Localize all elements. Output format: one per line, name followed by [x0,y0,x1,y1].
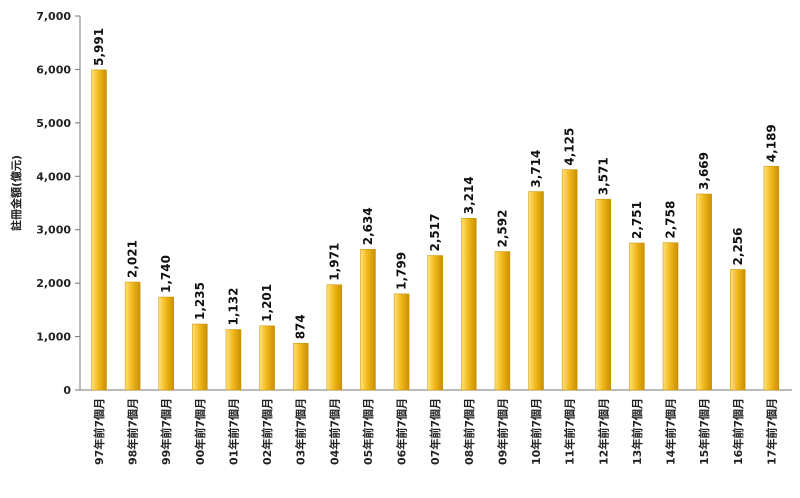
bar [763,165,780,391]
bar [561,169,578,391]
bar-value-label: 1,971 [327,243,341,281]
y-tick-label: 2,000 [36,277,71,290]
y-tick-label: 3,000 [36,224,71,237]
bar-value-label: 2,751 [630,201,644,239]
bar [326,284,343,391]
x-category-label: 08年前7個月 [462,398,476,465]
x-category-label: 06年前7個月 [395,398,409,465]
x-category-label: 02年前7個月 [260,398,274,465]
bar [158,296,174,391]
x-category-label: 07年前7個月 [428,398,442,465]
bar-value-label: 2,517 [428,214,442,252]
y-tick-label: 4,000 [36,170,71,183]
y-axis-title: 註冊金額(億元) [9,155,23,231]
bar [427,255,443,391]
category-labels: 97年前7個月 98年前7個月 99年前7個月 00年前7個月 01年前7個月 02年前7… [92,398,778,465]
x-category-label: 99年前7個月 [159,398,173,465]
bar [629,242,645,391]
bar [696,193,712,391]
bar-value-label: 2,021 [126,240,140,278]
y-tick-label: 0 [63,384,71,397]
x-category-label: 01年前7個月 [226,398,240,465]
bar-value-label: 4,125 [563,128,577,166]
bar [662,242,679,391]
bar [393,293,410,391]
bar [494,251,511,391]
bar-value-label: 2,592 [495,210,509,248]
x-category-label: 03年前7個月 [294,398,308,465]
bar [528,191,544,391]
bar [730,269,746,391]
bar [192,323,208,391]
bar [595,198,612,391]
x-category-label: 98年前7個月 [126,398,140,465]
bar-value-label: 3,571 [596,157,610,195]
y-axis: 0 1,000 2,000 3,000 4,000 5,000 6,000 7,000 [36,10,81,397]
bars [91,69,780,391]
x-category-label: 13年前7個月 [630,398,644,465]
bar-value-label: 2,758 [664,201,678,239]
bar [91,69,107,391]
x-category-label: 15年前7個月 [697,398,711,465]
bar [225,329,242,391]
x-category-label: 00年前7個月 [193,398,207,465]
bar [124,281,141,391]
bar-value-label: 874 [294,314,308,339]
x-category-label: 97年前7個月 [92,398,106,465]
bar-value-label: 2,256 [731,227,745,265]
bar [259,325,275,391]
bar-value-label: 4,189 [764,124,778,162]
x-category-label: 16年前7個月 [731,398,745,465]
bar [461,218,477,391]
bar [292,343,309,391]
y-tick-label: 7,000 [36,10,71,23]
bar-value-label: 1,799 [395,252,409,290]
x-category-label: 17年前7個月 [764,398,778,465]
bar-value-label: 3,214 [462,176,476,214]
y-tick-label: 1,000 [36,331,71,344]
bar-value-label: 1,132 [226,288,240,326]
x-category-label: 04年前7個月 [327,398,341,465]
x-category-label: 14年前7個月 [664,398,678,465]
bar-value-label: 3,714 [529,150,543,188]
x-category-label: 11年前7個月 [563,398,577,465]
bar-value-label: 2,634 [361,207,375,245]
bar [360,249,376,391]
x-category-label: 09年前7個月 [495,398,509,465]
y-tick-label: 5,000 [36,117,71,130]
bar-value-label: 5,991 [92,28,106,66]
x-category-label: 12年前7個月 [596,398,610,465]
bar-value-label: 1,201 [260,284,274,322]
data-labels: 5,991 2,021 1,740 1,235 1,132 1,201 874 1,971 2,… [92,28,778,339]
x-category-label: 10年前7個月 [529,398,543,465]
x-category-label: 05年前7個月 [361,398,375,465]
bar-value-label: 3,669 [697,152,711,190]
bar-value-label: 1,740 [159,255,173,293]
y-tick-label: 6,000 [36,63,71,76]
bar-value-label: 1,235 [193,282,207,320]
